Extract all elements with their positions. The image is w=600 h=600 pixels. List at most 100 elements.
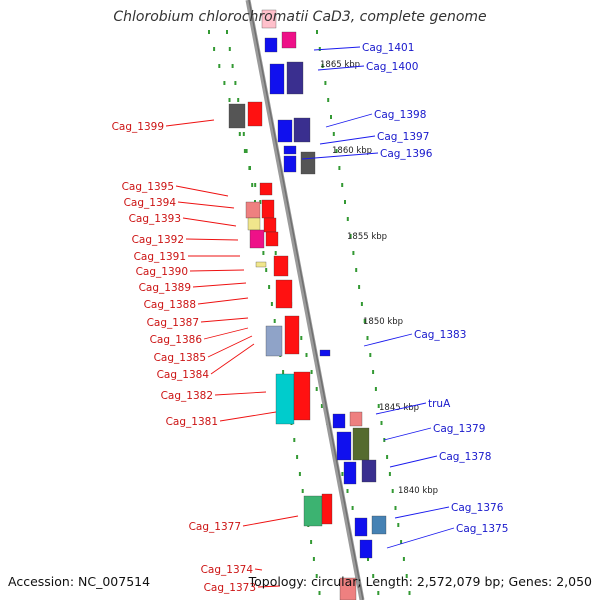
reverse-gene-leader-line (182, 217, 237, 227)
forward-gene-block[interactable] (281, 31, 297, 49)
forward-gene-label[interactable]: Cag_1378 (439, 451, 491, 463)
track-tick (369, 353, 372, 357)
reverse-gene-label[interactable]: Cag_1373 (204, 582, 256, 594)
forward-gene-label[interactable]: Cag_1383 (414, 329, 466, 341)
forward-gene-block[interactable] (319, 349, 331, 357)
track-tick (324, 81, 327, 85)
forward-gene-leader-line (389, 455, 438, 468)
reverse-gene-label[interactable]: Cag_1399 (112, 121, 164, 133)
forward-gene-block[interactable] (354, 517, 368, 537)
forward-gene-block[interactable] (336, 431, 352, 461)
reverse-gene-block[interactable] (339, 577, 357, 600)
reverse-gene-label[interactable]: Cag_1382 (161, 390, 213, 402)
forward-gene-label[interactable]: Cag_1396 (380, 148, 433, 160)
forward-gene-label[interactable]: Cag_1376 (451, 502, 504, 514)
reverse-gene-label[interactable]: Cag_1385 (154, 352, 206, 364)
reverse-gene-leader-line (175, 185, 229, 197)
map-title: Chlorobium chlorochromatii CaD3, complet… (113, 9, 487, 25)
forward-gene-block[interactable] (352, 427, 370, 461)
reverse-gene-label[interactable]: Cag_1394 (124, 197, 177, 209)
forward-gene-block[interactable] (293, 117, 311, 143)
track-tick (270, 302, 273, 306)
track-tick (228, 47, 231, 51)
reverse-gene-block[interactable] (284, 315, 300, 355)
reverse-gene-block[interactable] (265, 231, 279, 247)
track-tick (346, 217, 349, 221)
track-tick (243, 149, 246, 153)
reverse-gene-label[interactable]: Cag_1374 (201, 564, 254, 576)
reverse-gene-block[interactable] (259, 182, 273, 196)
reverse-gene-block[interactable] (321, 493, 333, 525)
forward-gene-block[interactable] (283, 155, 297, 173)
reverse-gene-block[interactable] (263, 217, 277, 233)
forward-gene-block[interactable] (264, 37, 278, 53)
track-tick (346, 489, 349, 493)
forward-gene-leader-line (386, 527, 455, 549)
forward-gene-leader-line (301, 152, 379, 160)
reverse-gene-label[interactable]: Cag_1388 (144, 299, 196, 311)
forward-gene-block[interactable] (359, 539, 373, 559)
track-tick (318, 591, 321, 595)
forward-gene-block[interactable] (261, 9, 277, 29)
forward-gene-label[interactable]: truA (428, 398, 451, 410)
reverse-gene-label[interactable]: Cag_1384 (157, 369, 210, 381)
forward-gene-block[interactable] (343, 461, 357, 485)
reverse-gene-label[interactable]: Cag_1390 (136, 266, 188, 278)
forward-gene-block[interactable] (269, 63, 285, 95)
reverse-gene-block[interactable] (247, 217, 261, 231)
forward-gene-block[interactable] (286, 61, 304, 95)
forward-gene-label[interactable]: Cag_1401 (362, 42, 414, 54)
track-tick (318, 47, 321, 51)
reverse-gene-label[interactable]: Cag_1393 (129, 213, 181, 225)
track-tick (274, 251, 277, 255)
reverse-gene-block[interactable] (228, 103, 246, 129)
track-tick (338, 166, 341, 170)
reverse-gene-label[interactable]: Cag_1389 (139, 282, 191, 294)
track-tick (335, 149, 338, 153)
forward-gene-block[interactable] (300, 151, 316, 175)
forward-gene-block[interactable] (283, 145, 297, 155)
reverse-gene-leader-line (192, 282, 247, 288)
forward-gene-block[interactable] (277, 119, 293, 143)
forward-gene-label[interactable]: Cag_1397 (377, 131, 429, 143)
kbp-tick-label: 1840 kbp (398, 486, 438, 496)
reverse-gene-block[interactable] (303, 495, 323, 527)
reverse-gene-leader-line (257, 585, 281, 588)
reverse-gene-block[interactable] (249, 229, 265, 249)
reverse-gene-label[interactable]: Cag_1395 (122, 181, 174, 193)
reverse-gene-block[interactable] (255, 261, 267, 268)
track-tick (310, 370, 313, 374)
forward-gene-block[interactable] (349, 411, 363, 427)
forward-gene-leader-line (375, 402, 427, 415)
forward-gene-block[interactable] (361, 459, 377, 483)
forward-gene-label[interactable]: Cag_1379 (433, 423, 485, 435)
forward-gene-block[interactable] (332, 413, 346, 429)
kbp-tick-label: 1865 kbp (320, 60, 360, 70)
reverse-gene-label[interactable]: Cag_1387 (147, 317, 199, 329)
reverse-gene-label[interactable]: Cag_1377 (189, 521, 241, 533)
track-tick (301, 489, 304, 493)
reverse-gene-block[interactable] (275, 279, 293, 309)
reverse-gene-label[interactable]: Cag_1392 (132, 234, 184, 246)
forward-gene-label[interactable]: Cag_1400 (366, 61, 418, 73)
forward-gene-label[interactable]: Cag_1375 (456, 523, 508, 535)
track-tick (358, 285, 361, 289)
reverse-gene-block[interactable] (273, 255, 289, 277)
reverse-gene-label[interactable]: Cag_1386 (150, 334, 203, 346)
forward-gene-label[interactable]: Cag_1398 (374, 109, 426, 121)
reverse-gene-block[interactable] (245, 201, 261, 219)
reverse-gene-block[interactable] (261, 199, 275, 219)
reverse-gene-block[interactable] (265, 325, 283, 357)
track-tick (228, 98, 231, 102)
reverse-gene-label[interactable]: Cag_1391 (134, 251, 186, 263)
track-tick (300, 336, 303, 340)
track-tick (248, 166, 251, 170)
reverse-gene-block[interactable] (275, 373, 295, 425)
reverse-gene-label[interactable]: Cag_1381 (166, 416, 218, 428)
track-tick (259, 200, 262, 204)
reverse-gene-block[interactable] (247, 101, 263, 127)
forward-gene-block[interactable] (371, 515, 387, 535)
genome-backbone-edge (248, 0, 364, 600)
reverse-gene-block[interactable] (293, 371, 311, 421)
